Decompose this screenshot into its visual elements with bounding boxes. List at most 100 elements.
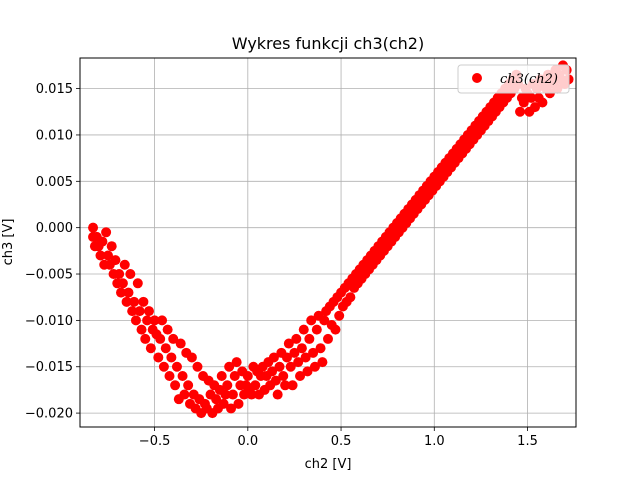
data-point (101, 227, 112, 238)
data-point (268, 352, 279, 363)
y-tick-label: 0.010 (36, 128, 73, 143)
data-point (233, 398, 244, 409)
data-point (119, 259, 130, 270)
data-point (315, 343, 326, 354)
data-point (311, 324, 322, 335)
data-point (317, 357, 328, 368)
data-point (142, 315, 153, 326)
x-tick-label: 1.0 (424, 434, 445, 449)
data-point (246, 389, 257, 400)
legend-marker (472, 73, 482, 83)
data-point (224, 361, 235, 372)
data-point (153, 352, 164, 363)
data-point (281, 352, 292, 363)
data-point (125, 269, 136, 280)
legend-label: ch3(ch2) (500, 72, 558, 87)
data-point (116, 287, 127, 298)
x-tick-label: 1.5 (517, 434, 538, 449)
y-tick-label: −0.005 (25, 268, 73, 283)
data-point (168, 333, 179, 344)
data-point (283, 338, 294, 349)
data-point (140, 333, 151, 344)
data-point (149, 315, 160, 326)
data-point (158, 361, 169, 372)
y-tick-label: −0.010 (25, 314, 73, 329)
data-point (296, 343, 307, 354)
data-point (289, 347, 300, 358)
chart-title: Wykres funkcji ch3(ch2) (232, 34, 424, 53)
data-point (129, 296, 140, 307)
data-point (272, 389, 283, 400)
data-point (250, 380, 261, 391)
data-point (222, 380, 233, 391)
x-axis-ticks: −0.5 0.0 0.5 1.0 1.5 (139, 427, 538, 449)
data-point (515, 106, 526, 117)
data-point (177, 371, 188, 382)
data-point (134, 306, 145, 317)
data-point (123, 287, 134, 298)
data-point (309, 361, 320, 372)
data-point (226, 403, 237, 414)
plot-area-frame (79, 57, 577, 428)
data-point (117, 278, 128, 289)
data-point (274, 361, 285, 372)
data-point (323, 333, 333, 344)
data-point (334, 310, 345, 321)
data-point (114, 269, 125, 280)
data-point (175, 338, 186, 349)
data-point (88, 222, 99, 233)
data-point (166, 352, 177, 363)
data-point (143, 306, 154, 317)
data-point (526, 92, 537, 103)
data-point (330, 324, 341, 335)
data-point (155, 333, 166, 344)
data-point (171, 361, 182, 372)
data-point (293, 357, 304, 368)
y-tick-label: 0.005 (36, 175, 73, 190)
data-point (298, 324, 309, 335)
y-tick-label: 0.000 (36, 221, 73, 236)
data-point (295, 371, 306, 382)
data-point (130, 315, 141, 326)
data-point (95, 250, 106, 261)
data-point (537, 97, 548, 108)
data-point (304, 333, 315, 344)
data-point (170, 380, 181, 391)
data-point (518, 97, 529, 108)
data-point (242, 371, 253, 382)
data-point (220, 389, 231, 400)
legend-box (457, 64, 570, 94)
data-point (218, 398, 229, 409)
y-axis-label: ch3 [V] (1, 219, 16, 266)
data-point (183, 380, 194, 391)
data-point (162, 324, 173, 335)
x-tick-label: 0.0 (237, 434, 258, 449)
data-point (278, 371, 289, 382)
data-point (127, 306, 138, 317)
x-tick-label: −0.5 (139, 434, 171, 449)
data-point (270, 375, 281, 386)
y-tick-label: −0.020 (25, 407, 73, 422)
data-point (102, 250, 113, 261)
data-point (164, 371, 175, 382)
data-point (227, 389, 238, 400)
data-point (267, 366, 278, 377)
data-point (306, 315, 317, 326)
y-tick-label: −0.015 (25, 360, 73, 375)
legend: ch3(ch2) (457, 64, 570, 94)
data-point (192, 361, 203, 372)
data-point (132, 278, 143, 289)
data-point (280, 380, 291, 391)
data-point (121, 296, 132, 307)
data-point (160, 343, 171, 354)
data-point (110, 255, 121, 266)
data-point (287, 380, 298, 391)
data-point (211, 394, 222, 405)
data-point (179, 389, 190, 400)
y-tick-label: 0.015 (36, 82, 73, 97)
data-point (319, 315, 330, 326)
y-axis-ticks: 0.015 0.010 0.005 0.000 −0.005 −0.010 −0.015 −0… (25, 82, 80, 422)
data-point (145, 343, 156, 354)
data-point (345, 292, 356, 303)
